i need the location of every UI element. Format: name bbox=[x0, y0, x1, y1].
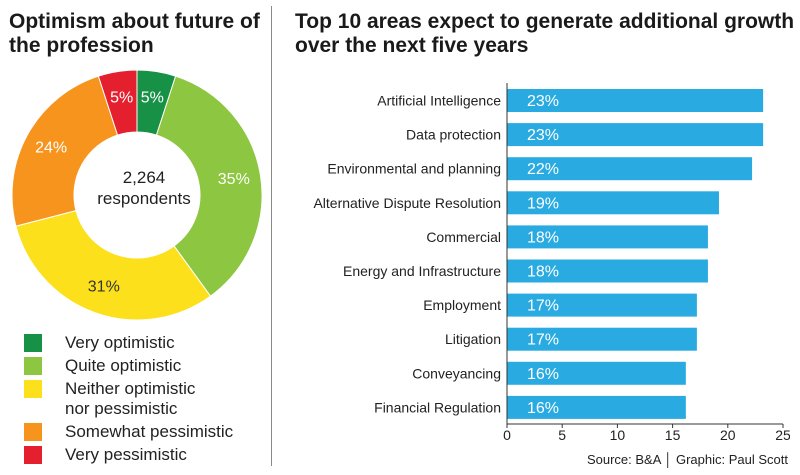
respondent-word: respondents bbox=[97, 189, 191, 208]
donut-label-quite-optimistic: 35% bbox=[218, 171, 250, 188]
legend-swatch bbox=[24, 334, 42, 352]
category-label-data-protection: Data protection bbox=[406, 127, 501, 143]
donut-label-very-optimistic: 5% bbox=[141, 90, 164, 107]
bar-artificial-intelligence bbox=[507, 89, 764, 112]
value-label-alternative-dispute-resolution: 19% bbox=[527, 195, 559, 212]
legend-item-somewhat-pessimistic: Somewhat pessimistic bbox=[24, 422, 270, 442]
donut-center-label: 2,264 respondents bbox=[86, 167, 202, 209]
bar-financial-regulation bbox=[507, 395, 686, 419]
x-tick-label-25: 25 bbox=[775, 427, 790, 443]
value-label-data-protection: 23% bbox=[527, 127, 559, 144]
donut-chart: 5% 35% 31% 24% 5% bbox=[11, 69, 263, 321]
legend-swatch bbox=[24, 446, 42, 464]
bar-chart-title: Top 10 areas expect to generate addition… bbox=[295, 10, 795, 57]
donut-slice-very-pessimistic bbox=[97, 69, 138, 136]
legend-label: Somewhat pessimistic bbox=[65, 422, 234, 441]
category-label-conveyancing: Conveyancing bbox=[412, 365, 501, 381]
bar-alternative-dispute-resolution bbox=[507, 191, 719, 215]
value-label-employment: 17% bbox=[527, 298, 559, 315]
value-label-energy-and-infrastructure: 18% bbox=[527, 264, 559, 281]
value-label-conveyancing: 16% bbox=[527, 366, 559, 383]
bar-conveyancing bbox=[507, 361, 686, 385]
category-label-energy-and-infrastructure: Energy and Infrastructure bbox=[343, 263, 501, 279]
bar-energy-and-infrastructure bbox=[507, 259, 708, 283]
donut-label-somewhat-pessimistic: 24% bbox=[35, 139, 67, 156]
category-label-financial-regulation: Financial Regulation bbox=[374, 399, 501, 415]
category-label-artificial-intelligence: Artificial Intelligence bbox=[377, 93, 501, 109]
donut-slice-somewhat-pessimistic bbox=[11, 75, 119, 227]
value-label-financial-regulation: 16% bbox=[527, 400, 559, 417]
bar-commercial bbox=[507, 225, 708, 249]
legend-label: Very optimistic bbox=[65, 333, 175, 352]
legend-item-very-pessimistic: Very pessimistic bbox=[24, 445, 270, 465]
value-label-environmental-and-planning: 22% bbox=[527, 161, 559, 178]
legend-item-very-optimistic: Very optimistic bbox=[24, 333, 270, 353]
donut-legend: Very optimistic Quite optimistic Neither o… bbox=[24, 333, 270, 468]
value-label-litigation: 17% bbox=[527, 332, 559, 349]
bar-chart: Artificial Intelligence 23% Data protectio… bbox=[313, 83, 790, 443]
value-label-commercial: 18% bbox=[527, 229, 559, 246]
donut-chart-title: Optimism about future of the profession bbox=[9, 10, 260, 57]
category-label-litigation: Litigation bbox=[445, 331, 501, 347]
bar-data-protection bbox=[507, 123, 764, 147]
respondent-count: 2,264 bbox=[122, 168, 166, 187]
legend-item-quite-optimistic: Quite optimistic bbox=[24, 356, 270, 376]
x-tick-label-15: 15 bbox=[665, 427, 681, 443]
x-tick-label-5: 5 bbox=[558, 427, 566, 443]
legend-label: Very pessimistic bbox=[65, 445, 187, 464]
legend-item-neither-optimistic-nor-pessimistic: Neither optimistic nor pessimistic bbox=[24, 379, 270, 419]
x-tick-label-0: 0 bbox=[503, 427, 511, 443]
legend-swatch bbox=[24, 380, 42, 398]
x-tick-label-20: 20 bbox=[720, 427, 736, 443]
x-tick-label-10: 10 bbox=[610, 427, 626, 443]
panel-divider bbox=[271, 6, 272, 466]
bar-environmental-and-planning bbox=[507, 157, 753, 181]
donut-label-very-pessimistic: 5% bbox=[110, 90, 133, 107]
source-credit: Source: B&A │ Graphic: Paul Scott bbox=[586, 452, 788, 467]
value-label-artificial-intelligence: 23% bbox=[527, 93, 559, 110]
category-label-commercial: Commercial bbox=[426, 229, 501, 245]
legend-swatch bbox=[24, 357, 42, 375]
category-label-employment: Employment bbox=[423, 297, 501, 313]
donut-slice-neither-optimistic-nor-pessimistic bbox=[15, 210, 212, 321]
legend-swatch bbox=[24, 423, 42, 441]
legend-label: Quite optimistic bbox=[65, 356, 182, 375]
donut-slice-quite-optimistic bbox=[155, 75, 263, 297]
category-label-environmental-and-planning: Environmental and planning bbox=[327, 161, 501, 177]
legend-label: Neither optimistic nor pessimistic bbox=[65, 379, 196, 418]
bar-employment bbox=[507, 293, 697, 317]
category-label-alternative-dispute-resolution: Alternative Dispute Resolution bbox=[313, 195, 501, 211]
donut-label-neither-optimistic-nor-pessimistic: 31% bbox=[88, 279, 120, 296]
bar-litigation bbox=[507, 327, 697, 351]
